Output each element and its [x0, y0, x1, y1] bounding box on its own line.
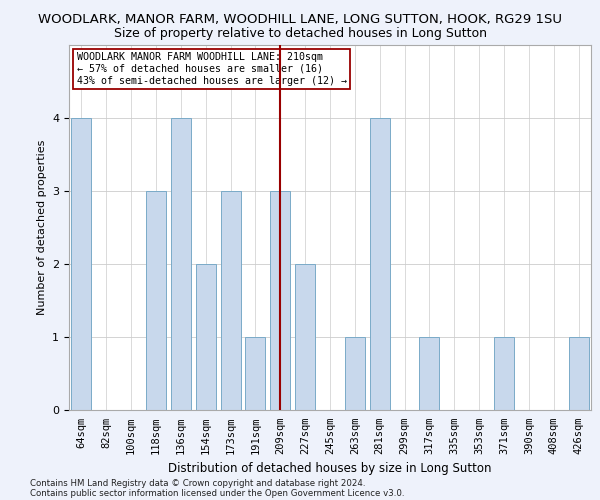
Bar	[370, 118, 389, 410]
Text: Size of property relative to detached houses in Long Sutton: Size of property relative to detached ho…	[113, 28, 487, 40]
Bar	[196, 264, 215, 410]
Bar	[569, 337, 589, 410]
Bar	[271, 191, 290, 410]
Bar	[146, 191, 166, 410]
Bar	[345, 337, 365, 410]
Text: WOODLARK MANOR FARM WOODHILL LANE: 210sqm
← 57% of detached houses are smaller (: WOODLARK MANOR FARM WOODHILL LANE: 210sq…	[77, 52, 347, 86]
Bar	[171, 118, 191, 410]
Bar	[221, 191, 241, 410]
Bar	[71, 118, 91, 410]
Bar	[295, 264, 315, 410]
Bar	[245, 337, 265, 410]
Text: WOODLARK, MANOR FARM, WOODHILL LANE, LONG SUTTON, HOOK, RG29 1SU: WOODLARK, MANOR FARM, WOODHILL LANE, LON…	[38, 12, 562, 26]
Text: Contains public sector information licensed under the Open Government Licence v3: Contains public sector information licen…	[30, 488, 404, 498]
Y-axis label: Number of detached properties: Number of detached properties	[37, 140, 47, 315]
Bar	[419, 337, 439, 410]
Bar	[494, 337, 514, 410]
Text: Contains HM Land Registry data © Crown copyright and database right 2024.: Contains HM Land Registry data © Crown c…	[30, 478, 365, 488]
X-axis label: Distribution of detached houses by size in Long Sutton: Distribution of detached houses by size …	[168, 462, 492, 475]
